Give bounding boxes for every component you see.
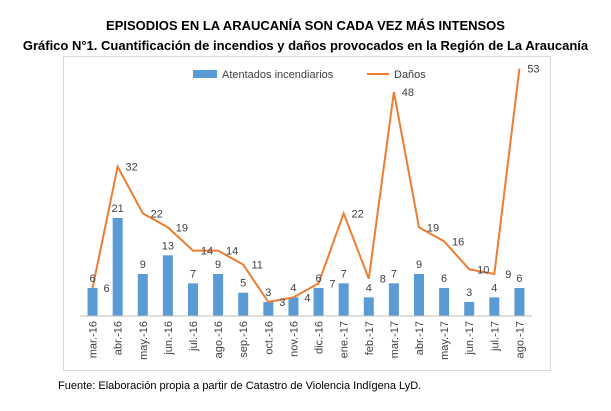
x-tick-label: feb.-17 — [364, 321, 376, 355]
bar — [238, 292, 249, 316]
bar — [288, 297, 299, 316]
line-value-label: 32 — [126, 162, 138, 174]
x-tick-label: ago.-16 — [213, 321, 225, 358]
x-tick-label: jul.-17 — [489, 321, 501, 352]
x-tick-label: mar.-17 — [389, 321, 401, 358]
line-value-label: 6 — [103, 283, 109, 295]
legend-label-bars: Atentados incendiarios — [222, 69, 334, 81]
bar — [514, 288, 525, 316]
bar-value-label: 5 — [240, 278, 246, 290]
bar — [414, 274, 424, 316]
bar-value-label: 6 — [315, 273, 321, 285]
bar-value-label: 6 — [89, 273, 95, 285]
bar — [363, 297, 374, 316]
x-tick-label: mar.-16 — [88, 321, 100, 358]
legend-label-line: Daños — [394, 69, 426, 81]
bar-value-label: 7 — [391, 268, 397, 280]
bar-value-label: 4 — [491, 282, 497, 294]
bar-series — [87, 218, 525, 316]
bar-value-label: 13 — [162, 240, 174, 252]
bar-value-label: 9 — [140, 259, 146, 271]
line-value-label: 14 — [226, 246, 238, 258]
plot-frame — [63, 56, 551, 371]
line-value-label: 3 — [279, 297, 285, 309]
x-tick-label: ene.-17 — [339, 321, 351, 358]
x-tick-labels: mar.-16 abr.-16 may.-16 jun.-16 jul.-16 ago.-… — [88, 321, 527, 360]
line-value-label: 22 — [151, 208, 163, 220]
bar-value-label: 4 — [290, 282, 296, 294]
bar — [439, 288, 450, 316]
line-value-label: 7 — [329, 278, 335, 290]
line-value-label: 14 — [201, 246, 213, 258]
x-tick-label: sep.-16 — [238, 321, 250, 358]
line-value-label: 10 — [477, 264, 489, 276]
legend-swatch-bars — [193, 70, 217, 78]
x-tick-label: may.-16 — [138, 321, 150, 360]
bar-value-label: 4 — [366, 282, 372, 294]
x-tick-label: may.-17 — [439, 321, 451, 360]
bar — [388, 283, 399, 316]
x-tick-label: jun.-17 — [464, 321, 476, 356]
bar-value-label: 3 — [265, 287, 271, 299]
bar-value-label: 6 — [441, 273, 447, 285]
bar — [313, 288, 324, 316]
line-value-label: 22 — [352, 208, 364, 220]
legend: Atentados incendiarios Daños — [193, 69, 426, 81]
x-tick-label: abr.-17 — [414, 321, 426, 355]
line-value-label: 19 — [427, 222, 439, 234]
bar — [137, 274, 148, 316]
bar — [464, 302, 475, 316]
bar — [489, 297, 500, 316]
line-value-label: 16 — [452, 236, 464, 248]
chart-subtitle: Gráfico N°1. Cuantificación de incendios… — [22, 38, 589, 53]
bar-value-label: 21 — [112, 203, 124, 215]
line-value-label: 19 — [176, 222, 188, 234]
bar-value-label: 3 — [466, 287, 472, 299]
bar — [263, 302, 274, 316]
bar — [87, 288, 98, 316]
source-note: Fuente: Elaboración propia a partir de C… — [58, 380, 422, 392]
x-tick-label: nov.-16 — [288, 321, 300, 357]
bar — [338, 283, 349, 316]
x-tick-label: oct.-16 — [263, 321, 275, 355]
line-value-label: 48 — [402, 87, 414, 99]
x-tick-label: jun.-16 — [163, 321, 175, 356]
bar-value-label: 9 — [215, 259, 221, 271]
line-value-label: 11 — [252, 260, 263, 272]
bar-value-label: 7 — [341, 268, 347, 280]
bar — [188, 283, 198, 316]
bar — [162, 255, 173, 316]
line-series — [91, 68, 521, 304]
bar — [112, 218, 123, 316]
x-tick-label: ago.-17 — [514, 321, 526, 358]
line-value-label: 9 — [505, 269, 511, 281]
line-value-label: 8 — [380, 274, 386, 286]
x-tick-label: jul.-16 — [188, 321, 200, 352]
bar-value-label: 9 — [416, 259, 422, 271]
line-value-label: 4 — [304, 292, 310, 304]
bar-value-label: 6 — [516, 273, 522, 285]
x-tick-label: abr.-16 — [113, 321, 125, 355]
bar-value-label: 7 — [190, 268, 196, 280]
bar — [213, 274, 224, 316]
line-value-label: 53 — [527, 64, 539, 76]
chart-title: EPISODIOS EN LA ARAUCANÍA SON CADA VEZ M… — [106, 18, 505, 33]
x-tick-label: dic.-16 — [314, 321, 326, 354]
